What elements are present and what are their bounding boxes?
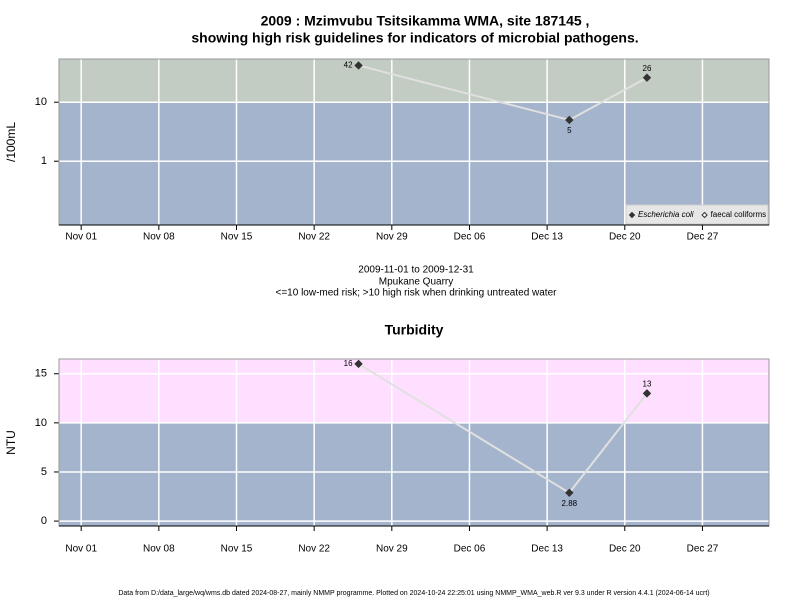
band-above bbox=[59, 359, 769, 423]
x-tick-label: Nov 08 bbox=[143, 544, 175, 555]
x-tick-label: Dec 20 bbox=[609, 232, 641, 243]
data-label: 26 bbox=[643, 64, 652, 73]
x-tick-label: Dec 13 bbox=[531, 232, 563, 243]
y-label: /100mL bbox=[4, 122, 18, 162]
y-tick-label: 1 bbox=[41, 155, 47, 167]
data-point bbox=[565, 488, 574, 498]
data-label: 2.88 bbox=[562, 499, 578, 508]
x-tick-label: Nov 15 bbox=[221, 544, 253, 555]
chart-title: 2009 : Mzimvubu Tsitsikamma WMA, site 18… bbox=[261, 13, 590, 29]
data-label: 5 bbox=[567, 126, 572, 135]
data-point bbox=[565, 115, 574, 125]
data-point bbox=[354, 359, 363, 369]
y-tick-label: 5 bbox=[41, 466, 47, 478]
y-tick-label: 0 bbox=[41, 515, 47, 527]
y-tick-label: 10 bbox=[35, 96, 47, 108]
data-label: 42 bbox=[344, 61, 353, 70]
x-tick-label: Dec 13 bbox=[531, 544, 563, 555]
x-tick-label: Nov 22 bbox=[298, 232, 330, 243]
chart-subtitle: showing high risk guidelines for indicat… bbox=[191, 30, 638, 46]
y-tick-label: 10 bbox=[35, 417, 47, 429]
legend-marker bbox=[701, 211, 708, 219]
data-point bbox=[354, 61, 363, 70]
x-tick-label: Dec 20 bbox=[609, 544, 641, 555]
data-label: 16 bbox=[344, 359, 353, 368]
x-tick-label: Dec 27 bbox=[687, 544, 719, 555]
x-tick-label: Nov 22 bbox=[298, 544, 330, 555]
x-tick-label: Nov 01 bbox=[65, 232, 97, 243]
data-label: 13 bbox=[643, 379, 652, 388]
legend-label: faecal coliforms bbox=[711, 210, 767, 219]
x-label: <=10 low-med risk; >10 high risk when dr… bbox=[276, 288, 558, 299]
legend-marker bbox=[628, 211, 636, 219]
x-tick-label: Nov 01 bbox=[65, 544, 97, 555]
x-tick-label: Nov 15 bbox=[221, 232, 253, 243]
x-tick-label: Nov 08 bbox=[143, 232, 175, 243]
y-tick-label: 15 bbox=[35, 368, 47, 380]
band-below bbox=[59, 422, 769, 526]
data-point bbox=[642, 73, 652, 82]
legend-label: Escherichia coli bbox=[638, 210, 694, 219]
x-tick-label: Nov 29 bbox=[376, 544, 408, 555]
chart-title: Turbidity bbox=[385, 322, 444, 338]
x-tick-label: Nov 29 bbox=[376, 232, 408, 243]
x-tick-label: Dec 06 bbox=[454, 232, 486, 243]
x-label: 2009-11-01 to 2009-12-31 bbox=[358, 265, 474, 276]
data-point bbox=[642, 389, 652, 398]
y-label: NTU bbox=[4, 430, 18, 455]
x-tick-label: Dec 06 bbox=[454, 544, 486, 555]
legend-box bbox=[625, 204, 769, 225]
x-label: Mpukane Quarry bbox=[379, 277, 453, 288]
footer: Data from D:/data_large/wq/wms.db dated … bbox=[118, 590, 709, 597]
x-tick-label: Dec 27 bbox=[687, 232, 719, 243]
